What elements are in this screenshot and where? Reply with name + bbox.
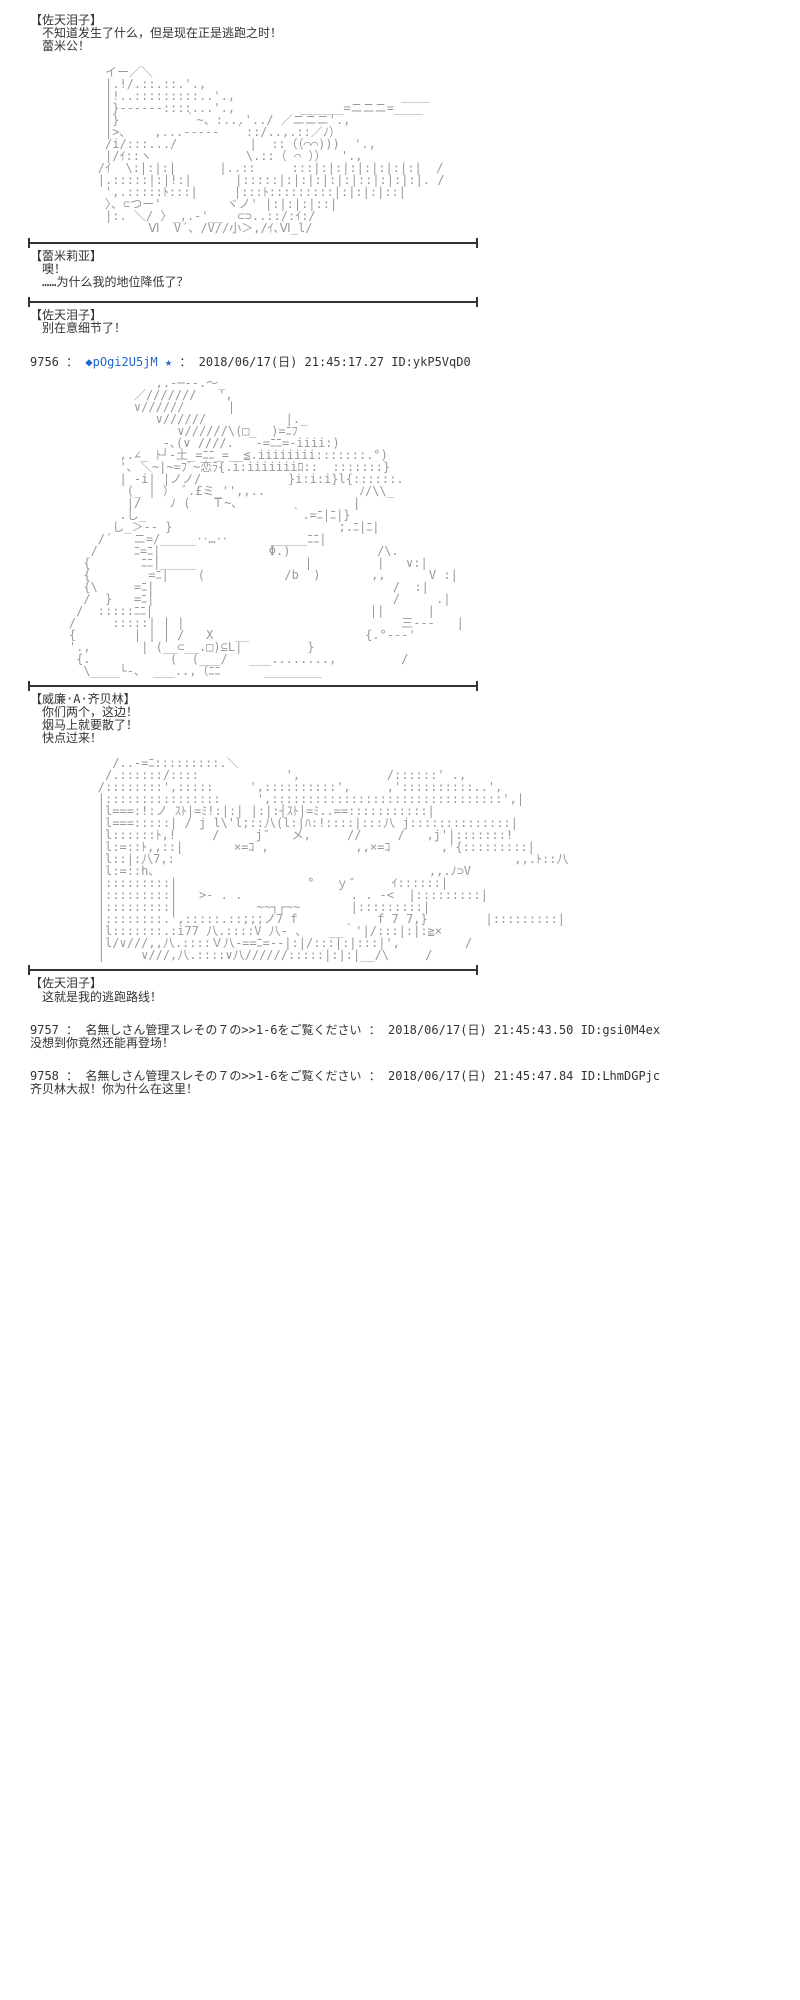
post-number: 9756 (30, 355, 59, 369)
separator: ： (66, 1023, 78, 1037)
divider (28, 685, 478, 687)
char-name: 【威廉·A·齐贝林】 (30, 693, 790, 706)
dialogue-line: 快点过来！ (42, 732, 790, 745)
dialogue-line: 这就是我的逃跑路线！ (42, 991, 790, 1004)
dialogue-line: 烟马上就要散了！ (42, 719, 790, 732)
dialogue-line: ……为什么我的地位降低了？ (42, 276, 790, 289)
comment-id: ID:gsi0M4ex (581, 1023, 660, 1037)
comment-body: 齐贝林大叔！你为什么在这里！ (30, 1083, 790, 1096)
dialogue-line: 不知道发生了什么，但是现在正是逃跑之时！ (42, 27, 790, 40)
comment-date: 2018/06/17(日) 21:45:47.84 (388, 1069, 573, 1083)
comment-number: 9757 (30, 1023, 59, 1037)
dialogue-block-3: 【佐天泪子】 别在意细节了！ (30, 309, 790, 335)
separator: ： (369, 1069, 381, 1083)
comment-date: 2018/06/17(日) 21:45:43.50 (388, 1023, 573, 1037)
dialogue-block-2: 【蕾米莉亚】 噢！ ……为什么我的地位降低了？ (30, 250, 790, 290)
char-name: 【蕾米莉亚】 (30, 250, 790, 263)
dialogue-line: 蕾米公！ (42, 40, 790, 53)
post-date: 2018/06/17(日) 21:45:17.27 (199, 355, 384, 369)
tripcode[interactable]: ◆pOgi2U5jM (85, 355, 157, 369)
separator: ： (369, 1023, 381, 1037)
separator: ： (179, 355, 191, 369)
comment-1: 9757 ： 名無しさん管理スレその７の>>1-6をご覧ください ： 2018/… (30, 1024, 790, 1050)
ascii-art-2: ,.-─--.～_ ／/////// ', ∨////// | ∨////// … (40, 377, 790, 677)
separator: ： (66, 355, 78, 369)
ascii-art-1: イー／＼ |.!/.::.::.'., |!..:::::::::..'., _… (40, 66, 790, 234)
dialogue-line: 你们两个，这边！ (42, 706, 790, 719)
post-header-1: 9756 ： ◆pOgi2U5jM ★ ： 2018/06/17(日) 21:4… (30, 356, 790, 369)
divider (28, 301, 478, 303)
comment-author: 名無しさん管理スレその７の>>1-6をご覧ください (85, 1023, 361, 1037)
divider (28, 969, 478, 971)
post-id: ID:ykP5VqD0 (391, 355, 470, 369)
dialogue-line: 别在意细节了！ (42, 322, 790, 335)
dialogue-block-4: 【威廉·A·齐贝林】 你们两个，这边！ 烟马上就要散了！ 快点过来！ (30, 693, 790, 746)
comment-id: ID:LhmDGPjc (581, 1069, 660, 1083)
char-name: 【佐天泪子】 (30, 309, 790, 322)
ascii-art-3: /..-=ﾆ:::::::::.＼ /.::::::/:::: ', /::::… (40, 757, 790, 961)
star-icon: ★ (165, 355, 172, 369)
divider (28, 242, 478, 244)
dialogue-block-1: 【佐天泪子】 不知道发生了什么，但是现在正是逃跑之时！ 蕾米公！ (30, 14, 790, 54)
dialogue-block-5: 【佐天泪子】 这就是我的逃跑路线！ (30, 977, 790, 1003)
comment-body: 没想到你竟然还能再登场！ (30, 1037, 790, 1050)
comment-2: 9758 ： 名無しさん管理スレその７の>>1-6をご覧ください ： 2018/… (30, 1070, 790, 1096)
char-name: 【佐天泪子】 (30, 977, 790, 990)
dialogue-line: 噢！ (42, 263, 790, 276)
